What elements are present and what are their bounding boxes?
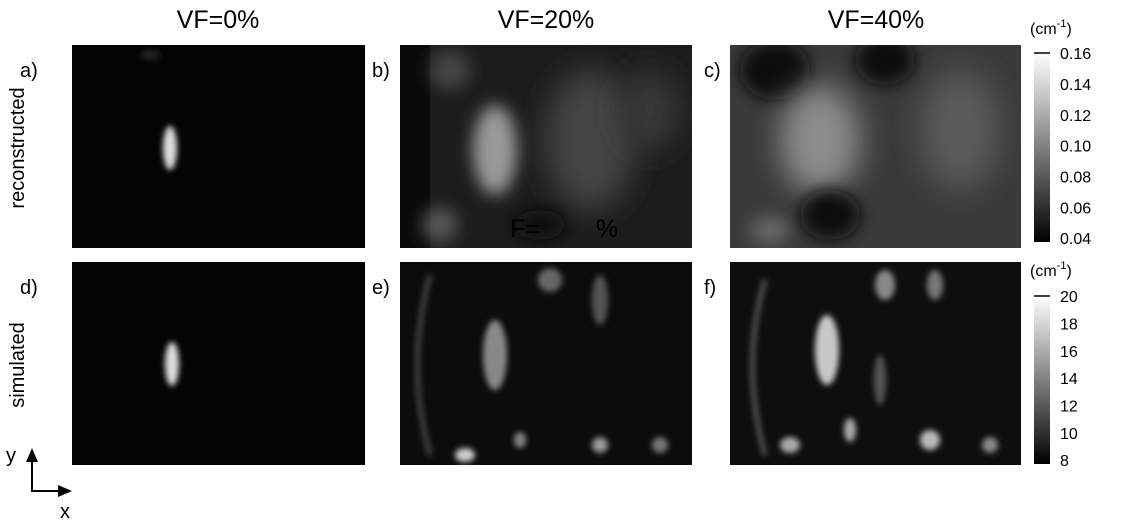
page: VF=0% VF=20% VF=40% reconstructed simula… xyxy=(0,0,1128,523)
unit-part: (cm xyxy=(1030,21,1057,38)
panel-image xyxy=(400,262,692,465)
column-title: VF=0% xyxy=(177,6,260,34)
colorbar-tick-label: 18 xyxy=(1060,317,1078,334)
panel-image xyxy=(730,35,1021,248)
panel-image xyxy=(400,45,692,248)
arrow-head xyxy=(58,485,72,497)
colorbar-tick-label: 0.10 xyxy=(1060,139,1091,156)
figure: VF=0% VF=20% VF=40% reconstructed simula… xyxy=(0,0,1128,523)
colorbar-tick-label: 12 xyxy=(1060,399,1078,416)
panel-label: c) xyxy=(704,60,721,82)
panel-label: b) xyxy=(372,60,390,82)
colorbar-tick-label: 8 xyxy=(1060,453,1069,470)
colorbar-tick-label: 0.14 xyxy=(1060,77,1091,94)
unit-part: ) xyxy=(1066,263,1071,280)
column-title: VF=40% xyxy=(828,6,925,34)
panel-label: f) xyxy=(704,277,716,299)
colorbar-tick-label: 14 xyxy=(1060,371,1078,388)
panel-image xyxy=(72,45,365,248)
unit-part: -1 xyxy=(1057,18,1067,30)
arrow-head xyxy=(26,448,38,462)
colorbar xyxy=(1034,296,1050,464)
column-title: VF=20% xyxy=(498,6,595,34)
panel-label: d) xyxy=(20,277,38,299)
overlay-text: % xyxy=(596,215,618,243)
panel-label: e) xyxy=(372,277,390,299)
axis-label: x xyxy=(60,501,70,523)
row-label: simulated xyxy=(7,322,29,408)
colorbar-tick-label: 0.04 xyxy=(1060,231,1091,248)
unit-part: -1 xyxy=(1057,260,1067,272)
axes-indicator: y x xyxy=(6,445,72,523)
colorbar-tick-label: 0.06 xyxy=(1060,200,1091,217)
colorbar-unit: (cm-1) xyxy=(1030,18,1072,38)
colorbar-tick-label: 0.08 xyxy=(1060,170,1091,187)
axis-label: y xyxy=(6,445,16,467)
colorbar-tick-label: 20 xyxy=(1060,289,1078,306)
row-label: reconstructed xyxy=(7,87,29,208)
panel-image xyxy=(72,262,365,465)
unit-part: (cm xyxy=(1030,263,1057,280)
colorbar-tick-label: 10 xyxy=(1060,426,1078,443)
colorbars: (cm-1)0.160.140.120.100.080.060.04(cm-1)… xyxy=(1030,18,1091,470)
unit-part: ) xyxy=(1066,21,1071,38)
colorbar-tick-label: 16 xyxy=(1060,344,1078,361)
overlay-text: F= xyxy=(510,215,540,243)
panel-image xyxy=(730,262,1021,465)
colorbar xyxy=(1034,53,1050,242)
colorbar-unit: (cm-1) xyxy=(1030,260,1072,280)
colorbar-tick-label: 0.16 xyxy=(1060,46,1091,63)
colorbar-tick-label: 0.12 xyxy=(1060,108,1091,125)
panel-label: a) xyxy=(20,60,38,82)
